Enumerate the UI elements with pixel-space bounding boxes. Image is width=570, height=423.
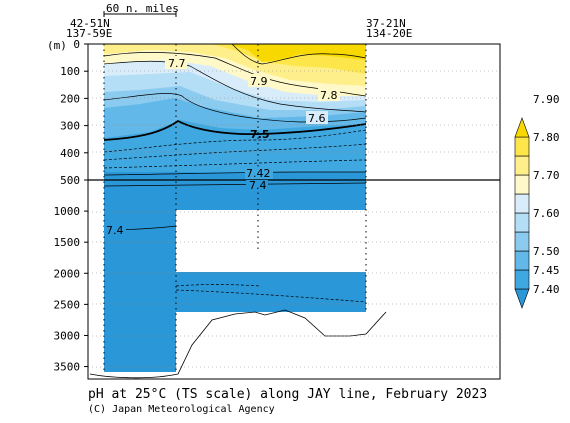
contour-7.47 [104, 129, 366, 153]
colorbar-segment [514, 193, 530, 214]
left-station-lon: 137-59E [66, 27, 112, 40]
station-headers: 60 n. miles 42-51N 137-59E 37-21N 134-20… [66, 2, 412, 40]
contour-label-7.5: 7.5 [250, 128, 270, 141]
contour-7.9 [231, 44, 366, 65]
contour-label-7.7: 7.7 [168, 57, 186, 70]
grid-lines [88, 70, 500, 368]
colorbar-segment [514, 288, 530, 309]
contour-label-7.4-mid: 7.4 [249, 179, 267, 192]
contour-dashed-lower-2 [175, 284, 261, 287]
colorbar-tick-label: 7.45 [533, 264, 560, 277]
y-tick-label-lower: 500 [60, 174, 80, 187]
contour-7.5 [104, 119, 366, 141]
y-tick-label-upper: 400 [60, 147, 80, 160]
lower-band-left [104, 210, 176, 372]
left-station-lat: 42-51N [70, 17, 110, 30]
contour-7.6 [104, 93, 366, 123]
colorbar: 7.90 7.80 7.70 7.60 7.50 7.45 7.40 [514, 93, 560, 309]
chart-credit: (C) Japan Meteorological Agency [88, 404, 275, 415]
colorbar-segment [514, 136, 530, 157]
band-7.90 [228, 44, 366, 62]
y-axis: 0 100 200 300 400 500 1000 1500 2000 2500 3000 3500 [54, 38, 88, 374]
contour-7.46 [104, 143, 366, 161]
colorbar-tick-label: 7.40 [533, 283, 560, 296]
contour-labels: 7.7 7.9 7.8 7.6 7.5 7.42 7.4 7.4 [104, 56, 340, 237]
contour-label-7.6: 7.6 [308, 112, 326, 125]
colorbar-segment [514, 269, 530, 290]
lower-band-right [176, 272, 366, 312]
contour-7.4-upper [103, 182, 367, 187]
chart-title: pH at 25°C (TS scale) along JAY line, Fe… [88, 387, 488, 402]
colorbar-tick-label: 7.60 [533, 207, 560, 220]
contour-label-7.8: 7.8 [320, 89, 338, 102]
y-tick-label-upper: 200 [60, 92, 80, 105]
colorbar-segment [514, 174, 530, 195]
contour-7.42 [104, 171, 366, 176]
contour-dashed-lower [175, 289, 367, 303]
seafloor-line [89, 309, 387, 379]
lower-section [103, 180, 367, 372]
colorbar-segment [514, 117, 530, 138]
y-tick-label-lower: 1500 [54, 236, 81, 249]
y-tick-label-lower: 2000 [54, 267, 81, 280]
lower-band-top [104, 180, 366, 210]
y-unit-label: (m) [47, 39, 67, 52]
colorbar-tick-label: 7.50 [533, 245, 560, 258]
contour-label-7.4-left: 7.4 [106, 224, 124, 237]
y-tick-label-upper: 300 [60, 120, 80, 133]
contour-label-7.9: 7.9 [250, 75, 268, 88]
colorbar-segment [514, 155, 530, 176]
contour-7.44 [104, 159, 366, 169]
contour-label-7.42: 7.42 [246, 167, 271, 180]
y-tick-label-lower: 1000 [54, 205, 81, 218]
y-tick-label-upper: 0 [73, 38, 80, 51]
y-tick-label-upper: 100 [60, 65, 80, 78]
colorbar-tick-label: 7.70 [533, 169, 560, 182]
right-station-lat: 37-21N [366, 17, 406, 30]
right-station-lon: 134-20E [366, 27, 412, 40]
colorbar-segment [514, 250, 530, 271]
colorbar-segment [514, 231, 530, 252]
colorbar-tick-label: 7.90 [533, 93, 560, 106]
y-tick-label-lower: 3000 [54, 329, 81, 342]
y-tick-label-lower: 3500 [54, 361, 81, 374]
y-tick-label-lower: 2500 [54, 298, 81, 311]
scale-bar-label: 60 n. miles [106, 2, 179, 15]
colorbar-tick-label: 7.80 [533, 131, 560, 144]
contour-7.7 [104, 60, 366, 113]
colorbar-segment [514, 212, 530, 233]
